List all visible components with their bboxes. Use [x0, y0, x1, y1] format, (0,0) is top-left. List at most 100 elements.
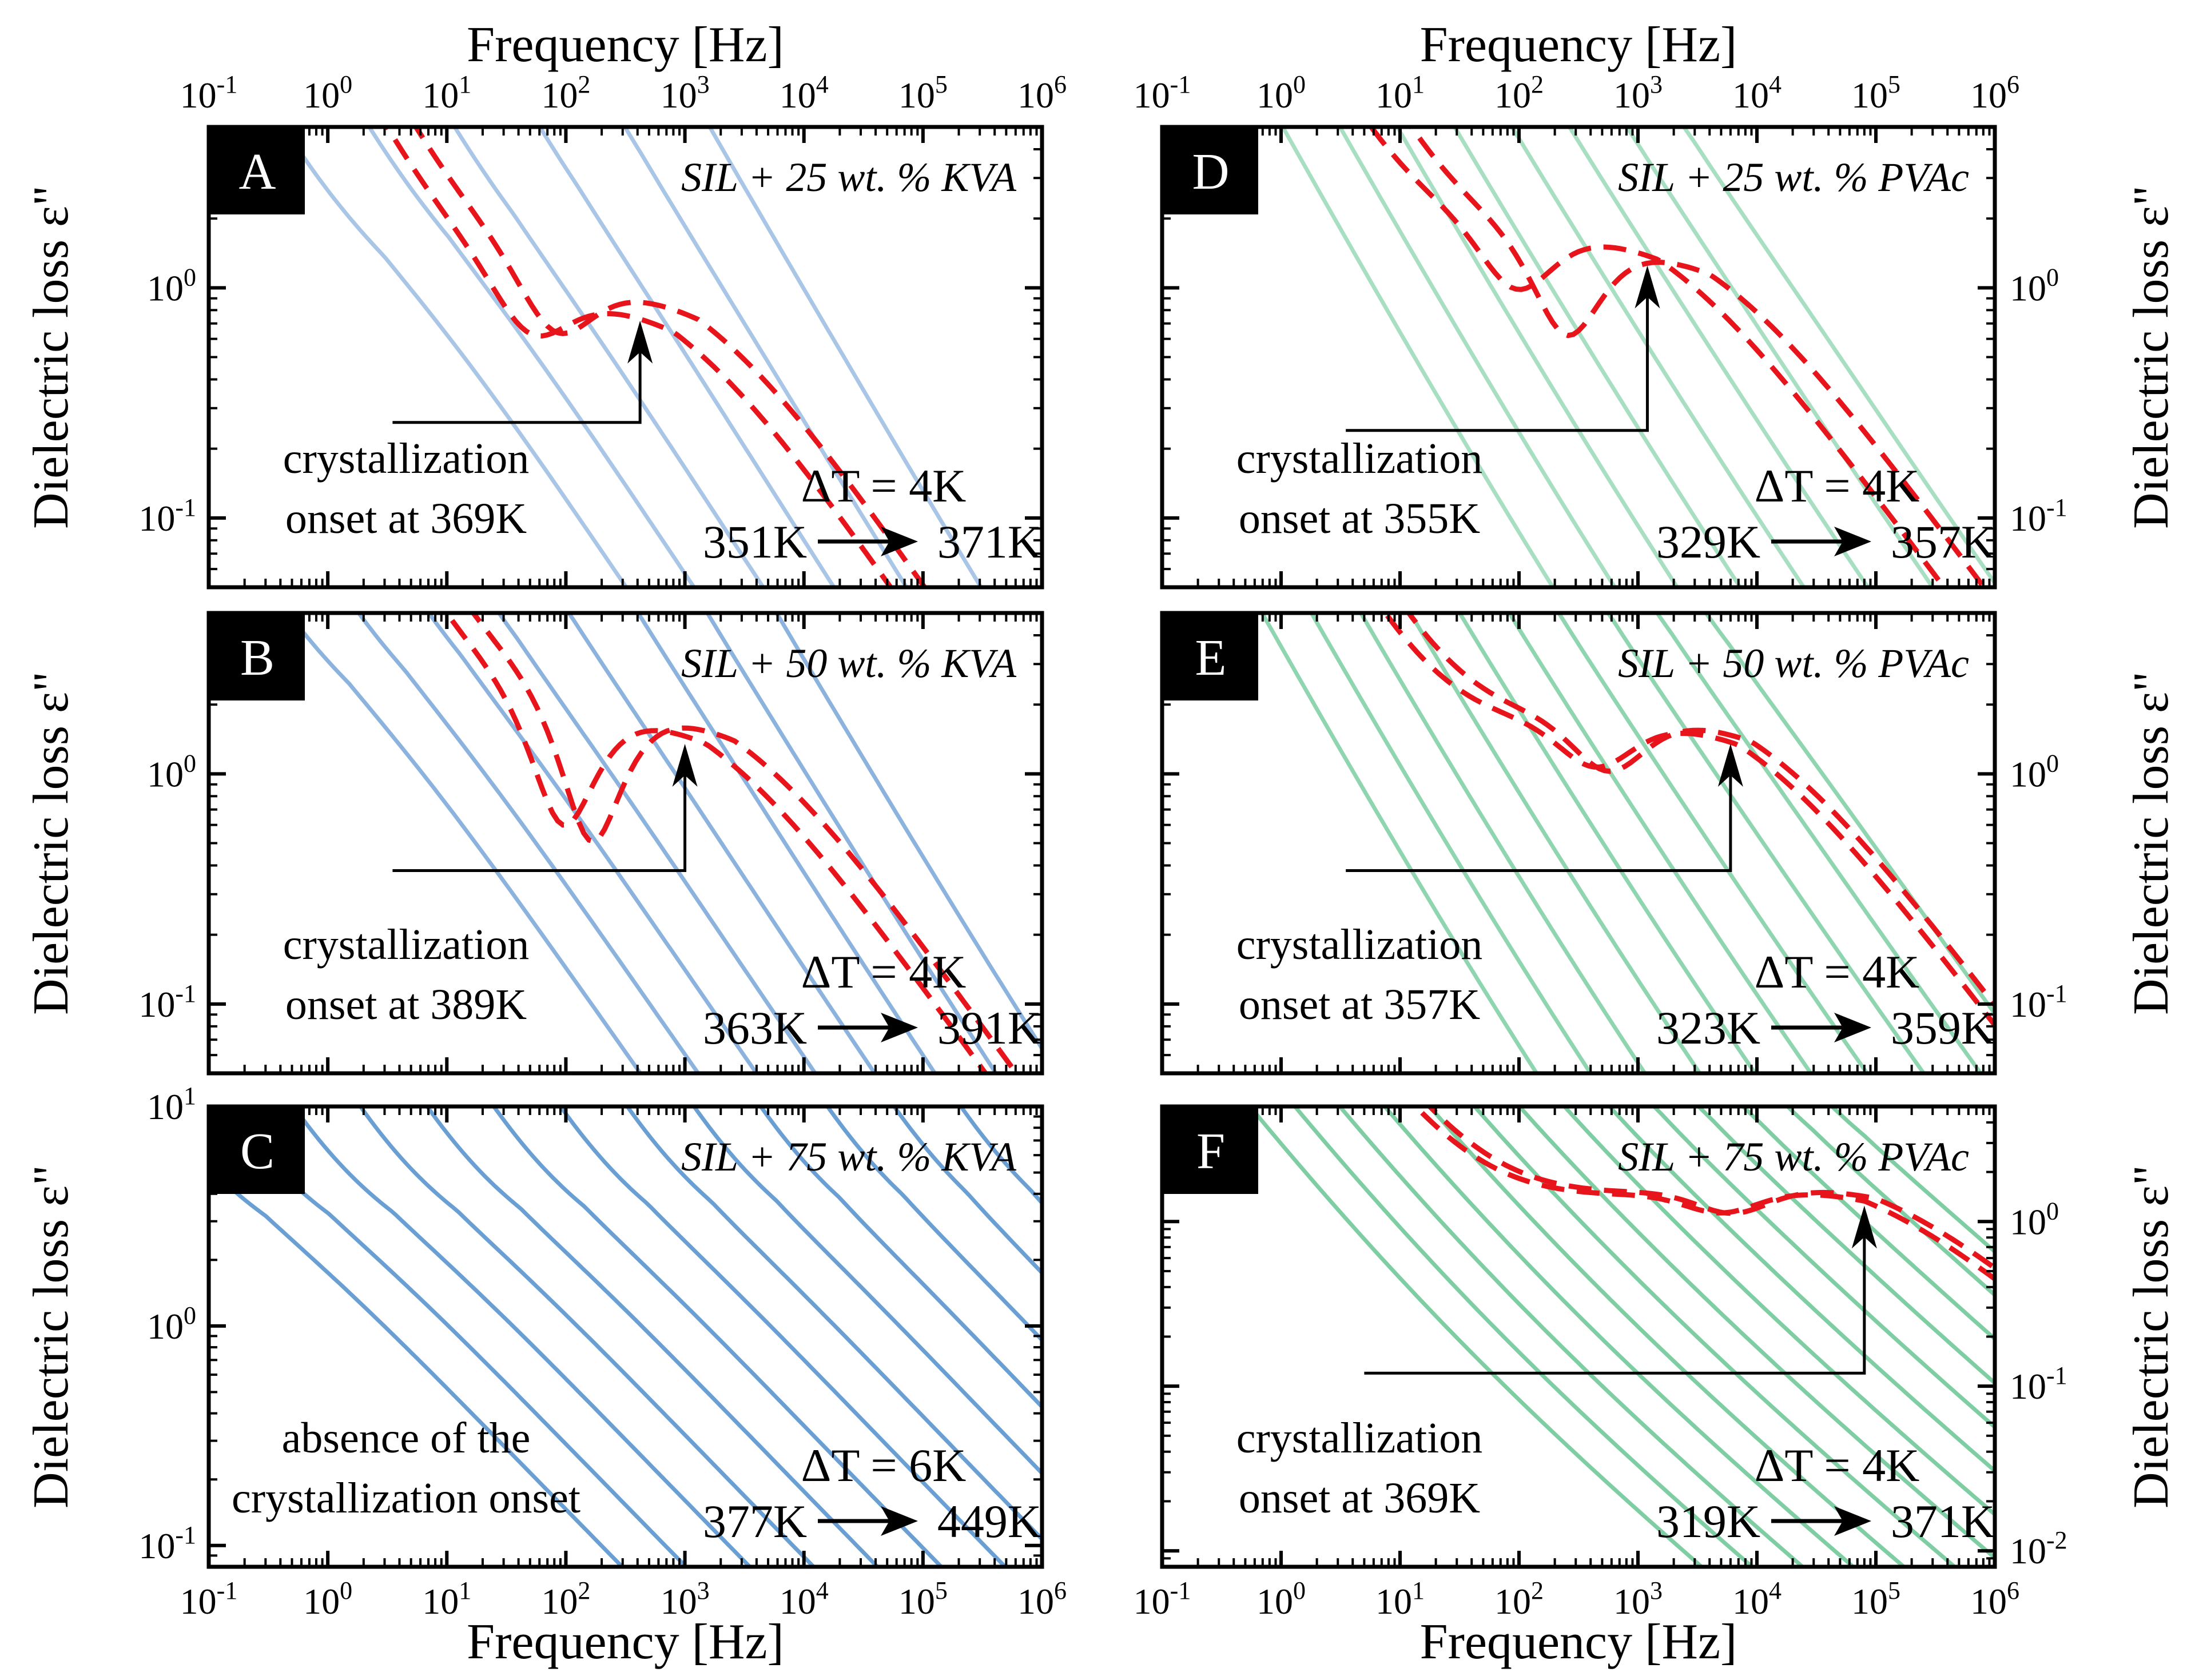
panel-title-B: SIL + 50 wt. % KVA	[681, 640, 1017, 686]
crystallized-curve-D-1	[1367, 127, 1947, 587]
curve-B-7	[705, 613, 999, 1073]
x-ticks-C	[207, 1106, 1044, 1567]
crystallized-curve-B-1	[443, 613, 989, 1073]
curve-E-7	[1556, 613, 1870, 1073]
annotation-line-2-C: crystallization onset	[232, 1474, 580, 1522]
y-axis-title-A: Dielectric loss ε"	[23, 185, 79, 529]
panel-title-D: SIL + 25 wt. % PVAc	[1618, 154, 1969, 200]
y-tick-label-C-2: 10-1	[138, 1521, 196, 1566]
curves-F	[1247, 1106, 1995, 1567]
panel-label-E: E	[1195, 630, 1227, 686]
temp-to-E: 359K	[1891, 1002, 1995, 1054]
curve-F-4	[1382, 1106, 1856, 1567]
y-tick-label-E-1: 10-1	[2010, 980, 2067, 1025]
crystallized-curve-B-2	[470, 613, 1020, 1073]
temp-from-A: 351K	[703, 516, 807, 568]
temp-arrow-head-B	[881, 1013, 918, 1042]
x-tick-label-top-D-6: 105	[1851, 70, 1900, 116]
curve-E-4	[1407, 613, 1703, 1073]
delta-t-E: ΔT = 4K	[1755, 946, 1920, 998]
curve-C-3	[291, 1106, 753, 1567]
x-tick-label-top-D-0: 10-1	[1134, 70, 1191, 116]
annotation-line-1-E: crystallization	[1236, 921, 1483, 969]
x-tick-label-bottom-F-0: 10-1	[1134, 1577, 1191, 1622]
x-tick-label-top-A-6: 105	[898, 70, 948, 116]
curve-F-6	[1472, 1106, 1958, 1567]
temp-from-C: 377K	[703, 1495, 807, 1547]
x-tick-label-bottom-C-5: 104	[780, 1577, 829, 1622]
curve-E-3	[1358, 613, 1648, 1073]
crystallization-arrow-head-A	[627, 320, 653, 364]
crystallized-curve-F-1	[1412, 1106, 1995, 1281]
crystallization-arrow-head-B	[672, 743, 698, 787]
panel-title-F: SIL + 75 wt. % PVAc	[1618, 1134, 1969, 1180]
crystallization-arrow-line-A	[392, 343, 642, 424]
curve-D-6	[1567, 127, 1871, 587]
curve-E-1	[1259, 613, 1539, 1073]
panel-label-box-C	[210, 1108, 305, 1194]
temp-to-A: 371K	[937, 516, 1041, 568]
y-ticks-B	[209, 612, 1042, 1074]
curve-F-13	[1784, 1106, 1995, 1297]
x-tick-label-bottom-F-7: 106	[1970, 1577, 2019, 1622]
panel-title-A: SIL + 25 wt. % KVA	[681, 154, 1017, 200]
y-axis-title-D: Dielectric loss ε"	[2124, 185, 2179, 529]
y-tick-label-C-0: 101	[147, 1082, 196, 1127]
panel-F: 100 10-1 10-2 10-1 100 101 102 103 104 105 106 Freq…	[1134, 1104, 2179, 1670]
panel-title-E: SIL + 50 wt. % PVAc	[1618, 640, 1969, 686]
crystallization-arrow-line-F	[1364, 1228, 1866, 1375]
x-tick-label-top-A-0: 10-1	[180, 70, 238, 116]
y-ticks-E	[1162, 612, 1995, 1074]
curve-F-8	[1561, 1106, 1995, 1516]
annotation-line-2-D: onset at 355K	[1239, 495, 1480, 543]
x-tick-label-bottom-C-0: 10-1	[180, 1577, 238, 1622]
curve-E-5	[1457, 613, 1758, 1073]
x-tick-label-top-A-1: 100	[303, 70, 352, 116]
x-tick-label-bottom-F-5: 104	[1732, 1577, 1782, 1622]
curve-F-14	[1829, 1106, 1995, 1253]
y-tick-label-D-1: 10-1	[2010, 493, 2067, 539]
curve-B-2	[356, 613, 701, 1073]
x-tick-label-bottom-F-6: 105	[1851, 1577, 1900, 1622]
curve-B-4	[496, 613, 818, 1073]
crystallization-arrow-head-F	[1851, 1205, 1877, 1249]
curve-C-7	[558, 1106, 1008, 1567]
annotation-line-1-B: crystallization	[283, 921, 530, 969]
x-tick-label-bottom-C-2: 101	[422, 1577, 471, 1622]
x-tick-label-top-A-4: 103	[661, 70, 710, 116]
crystallization-arrow-head-D	[1635, 265, 1660, 309]
curve-A-2	[367, 127, 697, 587]
x-tick-label-bottom-F-2: 101	[1375, 1577, 1425, 1622]
temp-arrow-head-D	[1834, 527, 1871, 556]
y-tick-label-D-0: 100	[2010, 263, 2059, 308]
y-tick-label-A-0: 100	[147, 263, 196, 308]
annotation-line-1-F: crystallization	[1236, 1414, 1483, 1462]
x-tick-label-top-A-2: 101	[422, 70, 471, 116]
curve-F-9	[1607, 1106, 1995, 1472]
curve-E-10	[1703, 613, 1995, 1015]
crystallization-arrow-head-E	[1717, 743, 1743, 787]
curve-C-6	[491, 1106, 944, 1567]
curve-C-9	[691, 1106, 1042, 1475]
y-tick-label-F-2: 10-2	[2010, 1526, 2067, 1571]
crystallized-curve-D-2	[1408, 127, 1987, 587]
crystallization-arrow-line-E	[1346, 766, 1732, 872]
annotation-line-2-E: onset at 357K	[1239, 981, 1480, 1029]
y-axis-title-C: Dielectric loss ε"	[23, 1165, 79, 1508]
curve-A-6	[707, 127, 984, 587]
panel-B: 100 10-1 Dielectric loss ε" B SIL + 50 wt. %…	[23, 611, 1044, 1076]
temp-arrow-head-A	[881, 527, 918, 556]
delta-t-D: ΔT = 4K	[1755, 460, 1920, 512]
x-tick-label-top-D-4: 103	[1613, 70, 1663, 116]
x-axis-title-bottom-F: Frequency [Hz]	[1420, 1614, 1737, 1670]
x-tick-label-bottom-C-7: 106	[1017, 1577, 1067, 1622]
curves-C	[209, 1106, 1042, 1567]
panel-A: 100 10-1 10-1 100 101 102 103 104 105 106 Frequenc…	[23, 17, 1067, 590]
temp-to-F: 371K	[1891, 1495, 1995, 1547]
x-tick-label-top-A-5: 104	[780, 70, 829, 116]
curves-E	[1259, 613, 1995, 1073]
x-axis-title-top-A: Frequency [Hz]	[467, 17, 784, 73]
y-tick-label-F-0: 100	[2010, 1197, 2059, 1242]
curve-F-10	[1651, 1106, 1995, 1429]
